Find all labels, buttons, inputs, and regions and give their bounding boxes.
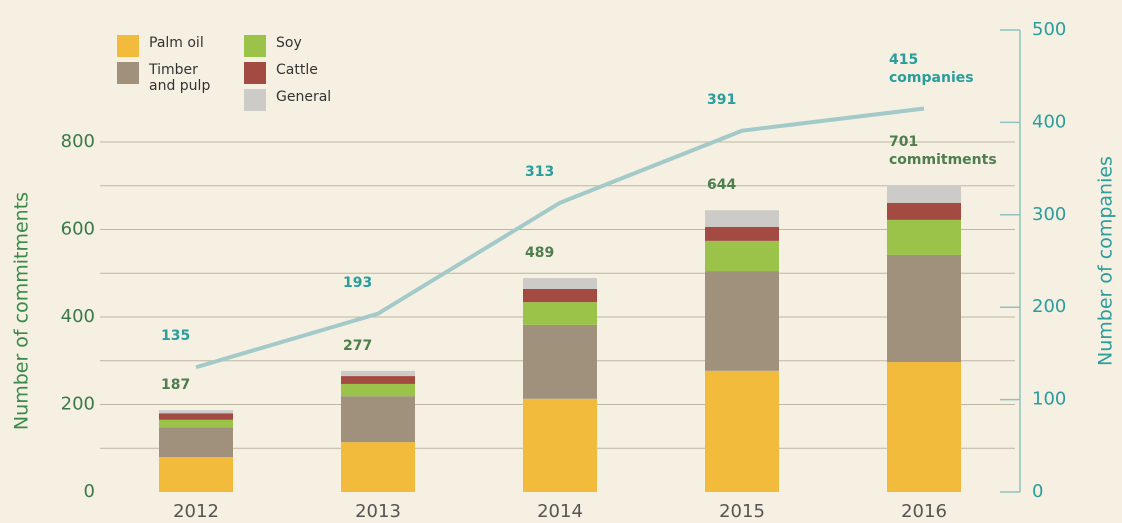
legend-item: Cattle bbox=[244, 62, 356, 84]
bar-segment bbox=[887, 362, 961, 492]
y2-tick-label: 400 bbox=[1032, 111, 1066, 132]
total-label: 644 bbox=[707, 177, 737, 194]
y-tick-label: 200 bbox=[61, 394, 95, 415]
x-tick-label: 2015 bbox=[719, 501, 765, 522]
bar-segment bbox=[523, 398, 597, 492]
legend-label: Cattle bbox=[276, 62, 318, 78]
line-value-label: 391 bbox=[707, 91, 737, 108]
total-label: 187 bbox=[161, 377, 191, 394]
bar-segment bbox=[341, 376, 415, 384]
y2-tick-label: 200 bbox=[1032, 296, 1066, 317]
line-value-label: 193 bbox=[343, 274, 373, 291]
bar-segment bbox=[159, 457, 233, 492]
bar-segment bbox=[705, 210, 779, 227]
bar-segment bbox=[705, 240, 779, 272]
line-series bbox=[195, 106, 925, 370]
bar-segment bbox=[159, 427, 233, 457]
y2-tick-label: 0 bbox=[1032, 481, 1043, 502]
bar-segment bbox=[159, 419, 233, 428]
bar-segment bbox=[705, 370, 779, 492]
bar-segment bbox=[523, 289, 597, 303]
total-label: 701 commitments bbox=[889, 134, 997, 169]
y-tick-label: 600 bbox=[61, 219, 95, 240]
legend-swatch bbox=[244, 35, 266, 57]
total-label: 489 bbox=[525, 245, 555, 262]
bar-segment bbox=[887, 219, 961, 255]
x-tick-label: 2013 bbox=[355, 501, 401, 522]
legend-item: Timber and pulp bbox=[117, 62, 219, 94]
bar-segment bbox=[341, 442, 415, 492]
bar-segment bbox=[887, 185, 961, 203]
legend-item: Soy bbox=[244, 35, 356, 57]
y-tick-label: 0 bbox=[84, 481, 95, 502]
x-tick-label: 2014 bbox=[537, 501, 583, 522]
bar-segment bbox=[705, 271, 779, 371]
legend-swatch bbox=[244, 89, 266, 111]
bar-segment bbox=[887, 254, 961, 363]
total-label: 277 bbox=[343, 337, 373, 354]
y2-tick-label: 500 bbox=[1032, 19, 1066, 40]
line-value-label: 415 companies bbox=[889, 51, 974, 86]
bar-segment bbox=[341, 383, 415, 397]
legend-label: Palm oil bbox=[149, 35, 204, 51]
y-axis-label: Number of commitments bbox=[11, 192, 33, 430]
y2-axis-label: Number of companies bbox=[1095, 156, 1117, 366]
legend-item: General bbox=[244, 89, 356, 111]
line-value-label: 313 bbox=[525, 163, 555, 180]
y2-tick-label: 100 bbox=[1032, 389, 1066, 410]
legend-label: Timber and pulp bbox=[149, 62, 211, 94]
y-tick-label: 400 bbox=[61, 306, 95, 327]
x-tick-label: 2016 bbox=[901, 501, 947, 522]
legend-swatch bbox=[117, 62, 139, 84]
bar-segment bbox=[341, 396, 415, 443]
bar-segment bbox=[705, 226, 779, 241]
bar-segment bbox=[523, 278, 597, 289]
legend-label: Soy bbox=[276, 35, 302, 51]
bar-segment bbox=[887, 202, 961, 220]
y2-tick-label: 300 bbox=[1032, 204, 1066, 225]
bar-segment bbox=[159, 413, 233, 420]
legend-swatch bbox=[244, 62, 266, 84]
bar-segment bbox=[341, 370, 415, 377]
line-value-label: 135 bbox=[161, 328, 191, 345]
x-tick-label: 2012 bbox=[173, 501, 219, 522]
bar-segment bbox=[523, 302, 597, 325]
legend-label: General bbox=[276, 89, 332, 105]
y-tick-label: 800 bbox=[61, 131, 95, 152]
legend-swatch bbox=[117, 35, 139, 57]
legend-item: Palm oil bbox=[117, 35, 229, 57]
bar-segment bbox=[159, 410, 233, 414]
bar-segment bbox=[523, 324, 597, 399]
